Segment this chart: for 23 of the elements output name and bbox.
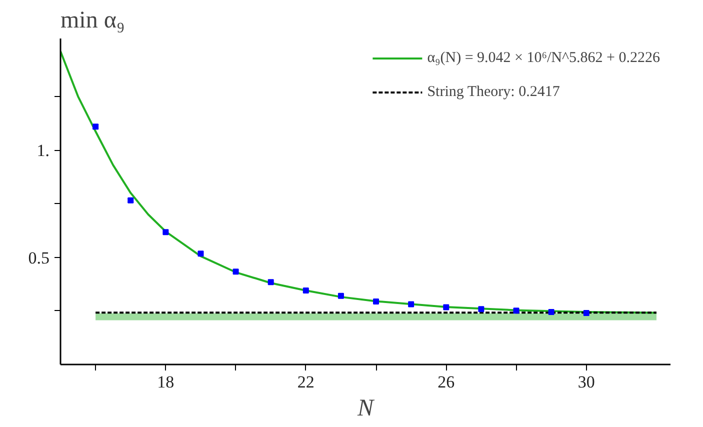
x-axis-title: N xyxy=(356,396,376,422)
x-tick-label: 22 xyxy=(297,372,314,392)
point xyxy=(268,279,274,286)
point xyxy=(338,292,344,299)
y-tick-label: 0.5 xyxy=(28,248,50,268)
x-tick-label: 26 xyxy=(438,372,455,392)
point xyxy=(548,308,554,315)
point xyxy=(443,304,450,310)
y-axis-title: min α₉ xyxy=(60,8,125,34)
x-tick-label: 30 xyxy=(578,372,595,392)
point xyxy=(583,310,590,316)
legend-label: String Theory: 0.2417 xyxy=(427,84,560,100)
point xyxy=(408,301,414,308)
point xyxy=(232,268,239,275)
point xyxy=(302,288,309,294)
point xyxy=(373,298,380,304)
legend-label: α₉(N) = 9.042 × 10⁶/N^5.862 + 0.2226 xyxy=(427,50,660,66)
point xyxy=(478,306,484,312)
point xyxy=(162,229,169,236)
point xyxy=(513,308,520,314)
point xyxy=(198,250,204,257)
y-tick-label: 1. xyxy=(36,141,50,160)
x-tick-label: 18 xyxy=(157,372,174,392)
